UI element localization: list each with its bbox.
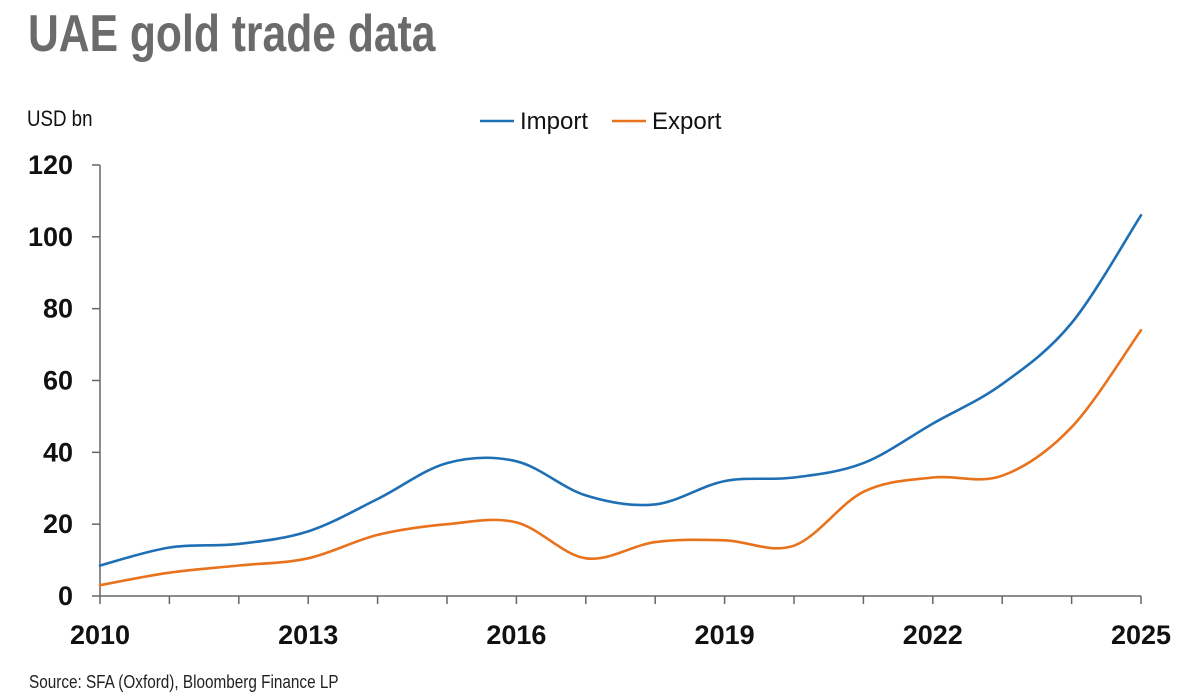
y-tick-label: 0	[58, 581, 73, 611]
legend-label-export: Export	[652, 108, 722, 135]
x-tick-label: 2022	[903, 620, 963, 650]
y-tick-label: 120	[28, 150, 73, 180]
chart-title: UAE gold trade data	[28, 5, 436, 63]
y-tick-label: 20	[43, 509, 73, 539]
legend: Import Export	[480, 108, 722, 135]
x-tick-label: 2013	[278, 620, 338, 650]
y-tick-label: 100	[28, 222, 73, 252]
series-line-import	[98, 214, 1143, 567]
series-line-export	[98, 328, 1143, 587]
y-tick-label: 40	[43, 437, 73, 467]
source-note: Source: SFA (Oxford), Bloomberg Finance …	[29, 672, 339, 692]
legend-label-import: Import	[520, 108, 588, 135]
axes: 0 20 40 60 80 100 120 2010 2013 2016 2019 2022 2025	[28, 150, 1171, 650]
y-tick-label: 60	[43, 366, 73, 396]
y-axis-label: USD bn	[27, 106, 93, 131]
x-tick-label: 2016	[486, 620, 546, 650]
series-layer	[98, 214, 1143, 587]
x-tick-label: 2010	[70, 620, 130, 650]
y-tick-label: 80	[43, 294, 73, 324]
x-tick-label: 2025	[1111, 620, 1171, 650]
x-tick-label: 2019	[695, 620, 755, 650]
